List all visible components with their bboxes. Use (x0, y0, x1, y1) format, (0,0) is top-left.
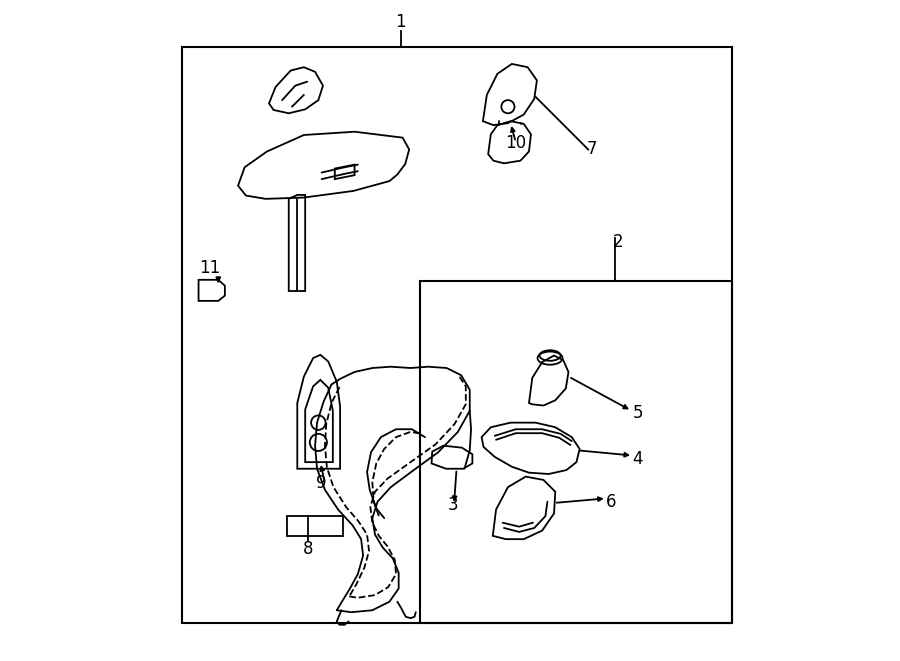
Text: 4: 4 (633, 450, 643, 468)
Text: 11: 11 (199, 259, 220, 277)
Text: 1: 1 (395, 13, 406, 32)
Text: 9: 9 (317, 474, 327, 492)
Text: 5: 5 (633, 404, 643, 422)
Text: 6: 6 (606, 492, 616, 511)
Ellipse shape (539, 350, 561, 361)
Text: 7: 7 (586, 141, 597, 159)
Text: 2: 2 (613, 233, 623, 251)
Text: 3: 3 (448, 496, 459, 514)
Text: 10: 10 (505, 134, 526, 152)
Text: 8: 8 (303, 540, 314, 558)
